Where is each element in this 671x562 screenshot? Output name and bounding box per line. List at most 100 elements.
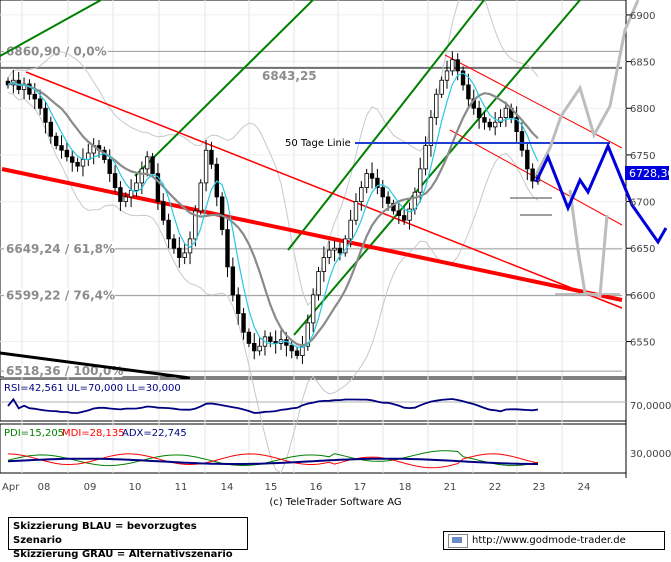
candle-body bbox=[257, 345, 262, 352]
candle-body bbox=[289, 344, 294, 352]
fib-label-bg bbox=[4, 364, 123, 378]
candle-body bbox=[530, 168, 535, 182]
x-tick-label: 21 bbox=[444, 482, 457, 493]
x-tick-label: 15 bbox=[265, 482, 278, 493]
candle-body bbox=[321, 257, 327, 272]
y-tick-label: 6600 bbox=[630, 291, 655, 302]
candle-body bbox=[112, 173, 118, 188]
black-trend bbox=[0, 351, 191, 380]
candle-body bbox=[70, 156, 75, 163]
candle-body bbox=[252, 343, 257, 352]
candle-body bbox=[514, 117, 519, 132]
candle-body bbox=[123, 196, 128, 202]
candle-body bbox=[134, 182, 139, 191]
vertical-grid bbox=[21, 0, 563, 473]
candle-body bbox=[310, 294, 316, 324]
x-tick-label: 09 bbox=[84, 482, 97, 493]
x-tick-label: 14 bbox=[221, 482, 234, 493]
candle-body bbox=[43, 107, 48, 123]
candle-body bbox=[375, 177, 380, 188]
candle-body bbox=[487, 121, 493, 128]
scenario-legend: Skizzierung BLAU = bevorzugtes Szenario … bbox=[8, 517, 248, 560]
candle-body bbox=[171, 238, 177, 249]
candle-body bbox=[219, 196, 225, 230]
y-tick-label: 6900 bbox=[630, 11, 655, 22]
fib-label-bg bbox=[4, 44, 108, 58]
x-tick-label: 22 bbox=[489, 482, 502, 493]
legend-blue: Skizzierung BLAU = bevorzugtes Szenario bbox=[13, 521, 197, 546]
legend-grey: Skizzierung GRAU = Alternativszenario bbox=[13, 549, 233, 560]
candle-body bbox=[144, 156, 150, 170]
red-trendlines bbox=[0, 54, 623, 380]
candle-body bbox=[412, 191, 418, 210]
fib-label-bg bbox=[4, 241, 115, 255]
last-price-label: 6728,30 bbox=[629, 167, 671, 180]
pdi-label: PDI=15,205 bbox=[4, 428, 64, 439]
channel-line-2 bbox=[134, 0, 315, 177]
candle-body bbox=[177, 247, 182, 258]
x-tick-label: 11 bbox=[175, 482, 188, 493]
scenario-blue bbox=[534, 142, 668, 245]
y-axis: 6550 6600 6650 6700 6750 6800 6850 6900 bbox=[626, 11, 655, 349]
adx-label: ADX=22,745 bbox=[122, 428, 187, 439]
mdi-line bbox=[7, 453, 539, 469]
pdi-line bbox=[7, 450, 539, 467]
candle-body bbox=[198, 182, 203, 212]
candle-body bbox=[59, 145, 64, 151]
trend-thick bbox=[1, 167, 623, 302]
fib-label-bg bbox=[4, 288, 115, 302]
candle-body bbox=[444, 70, 450, 81]
channel-line-3 bbox=[287, 0, 486, 251]
candle-body bbox=[385, 196, 391, 204]
candle-body bbox=[48, 121, 54, 137]
y-tick-label: 6800 bbox=[630, 104, 655, 115]
candle-body bbox=[396, 210, 402, 216]
y-tick-label: 6750 bbox=[630, 151, 655, 162]
candle-body bbox=[364, 173, 369, 188]
candle-body bbox=[268, 336, 273, 342]
candle-body bbox=[476, 107, 482, 118]
website-badge[interactable]: http://www.godmode-trader.de bbox=[443, 531, 665, 550]
candle-body bbox=[316, 271, 321, 296]
fib-label: 6860,90 / 0,0% bbox=[6, 44, 107, 58]
support-marks bbox=[510, 197, 552, 216]
candle-body bbox=[525, 149, 530, 170]
candle-body bbox=[75, 161, 80, 167]
level-label: 6843,25 bbox=[262, 69, 317, 83]
candle-body bbox=[401, 215, 407, 221]
candle-body bbox=[161, 201, 166, 221]
candle-body bbox=[203, 149, 209, 184]
candle-body bbox=[428, 117, 434, 146]
candle-body bbox=[482, 117, 487, 123]
website-url[interactable]: http://www.godmode-trader.de bbox=[472, 535, 626, 546]
fib-label: 6518,36 / 100,0% bbox=[6, 364, 123, 378]
mdi-label: MDI=28,135 bbox=[62, 428, 125, 439]
candle-body bbox=[519, 131, 525, 151]
x-tick-label: 23 bbox=[533, 482, 546, 493]
x-tick-label: 24 bbox=[578, 482, 591, 493]
adx-line bbox=[7, 457, 538, 465]
x-tick-label: 17 bbox=[354, 482, 367, 493]
candle-body bbox=[353, 201, 359, 221]
x-axis: Apr 08 09 10 11 14 15 16 17 18 21 22 23 24 bbox=[2, 482, 590, 493]
candle-body bbox=[498, 117, 503, 123]
moving-average-grey bbox=[7, 81, 539, 347]
y-tick-label: 6550 bbox=[630, 338, 655, 349]
candle-body bbox=[418, 168, 423, 193]
candle-body bbox=[236, 294, 241, 314]
fib-levels: 6860,90 / 0,0% 6649,24 / 61,8% 6599,22 / 7… bbox=[0, 44, 622, 378]
candle-body bbox=[407, 208, 412, 221]
candle-body bbox=[128, 189, 134, 198]
candle-body bbox=[455, 59, 460, 72]
copyright: (c) TeleTrader Software AG bbox=[269, 497, 402, 508]
dmi-tick: 30,0000 bbox=[630, 449, 671, 460]
channel-line-4 bbox=[293, 0, 581, 336]
site-logo-icon bbox=[448, 533, 468, 548]
moving-average-cyan bbox=[7, 72, 539, 349]
scenario-grey bbox=[534, 0, 640, 176]
candle-body bbox=[434, 93, 439, 118]
bollinger-upper bbox=[7, 0, 539, 306]
x-tick-label: 16 bbox=[310, 482, 323, 493]
candle-body bbox=[246, 331, 252, 344]
